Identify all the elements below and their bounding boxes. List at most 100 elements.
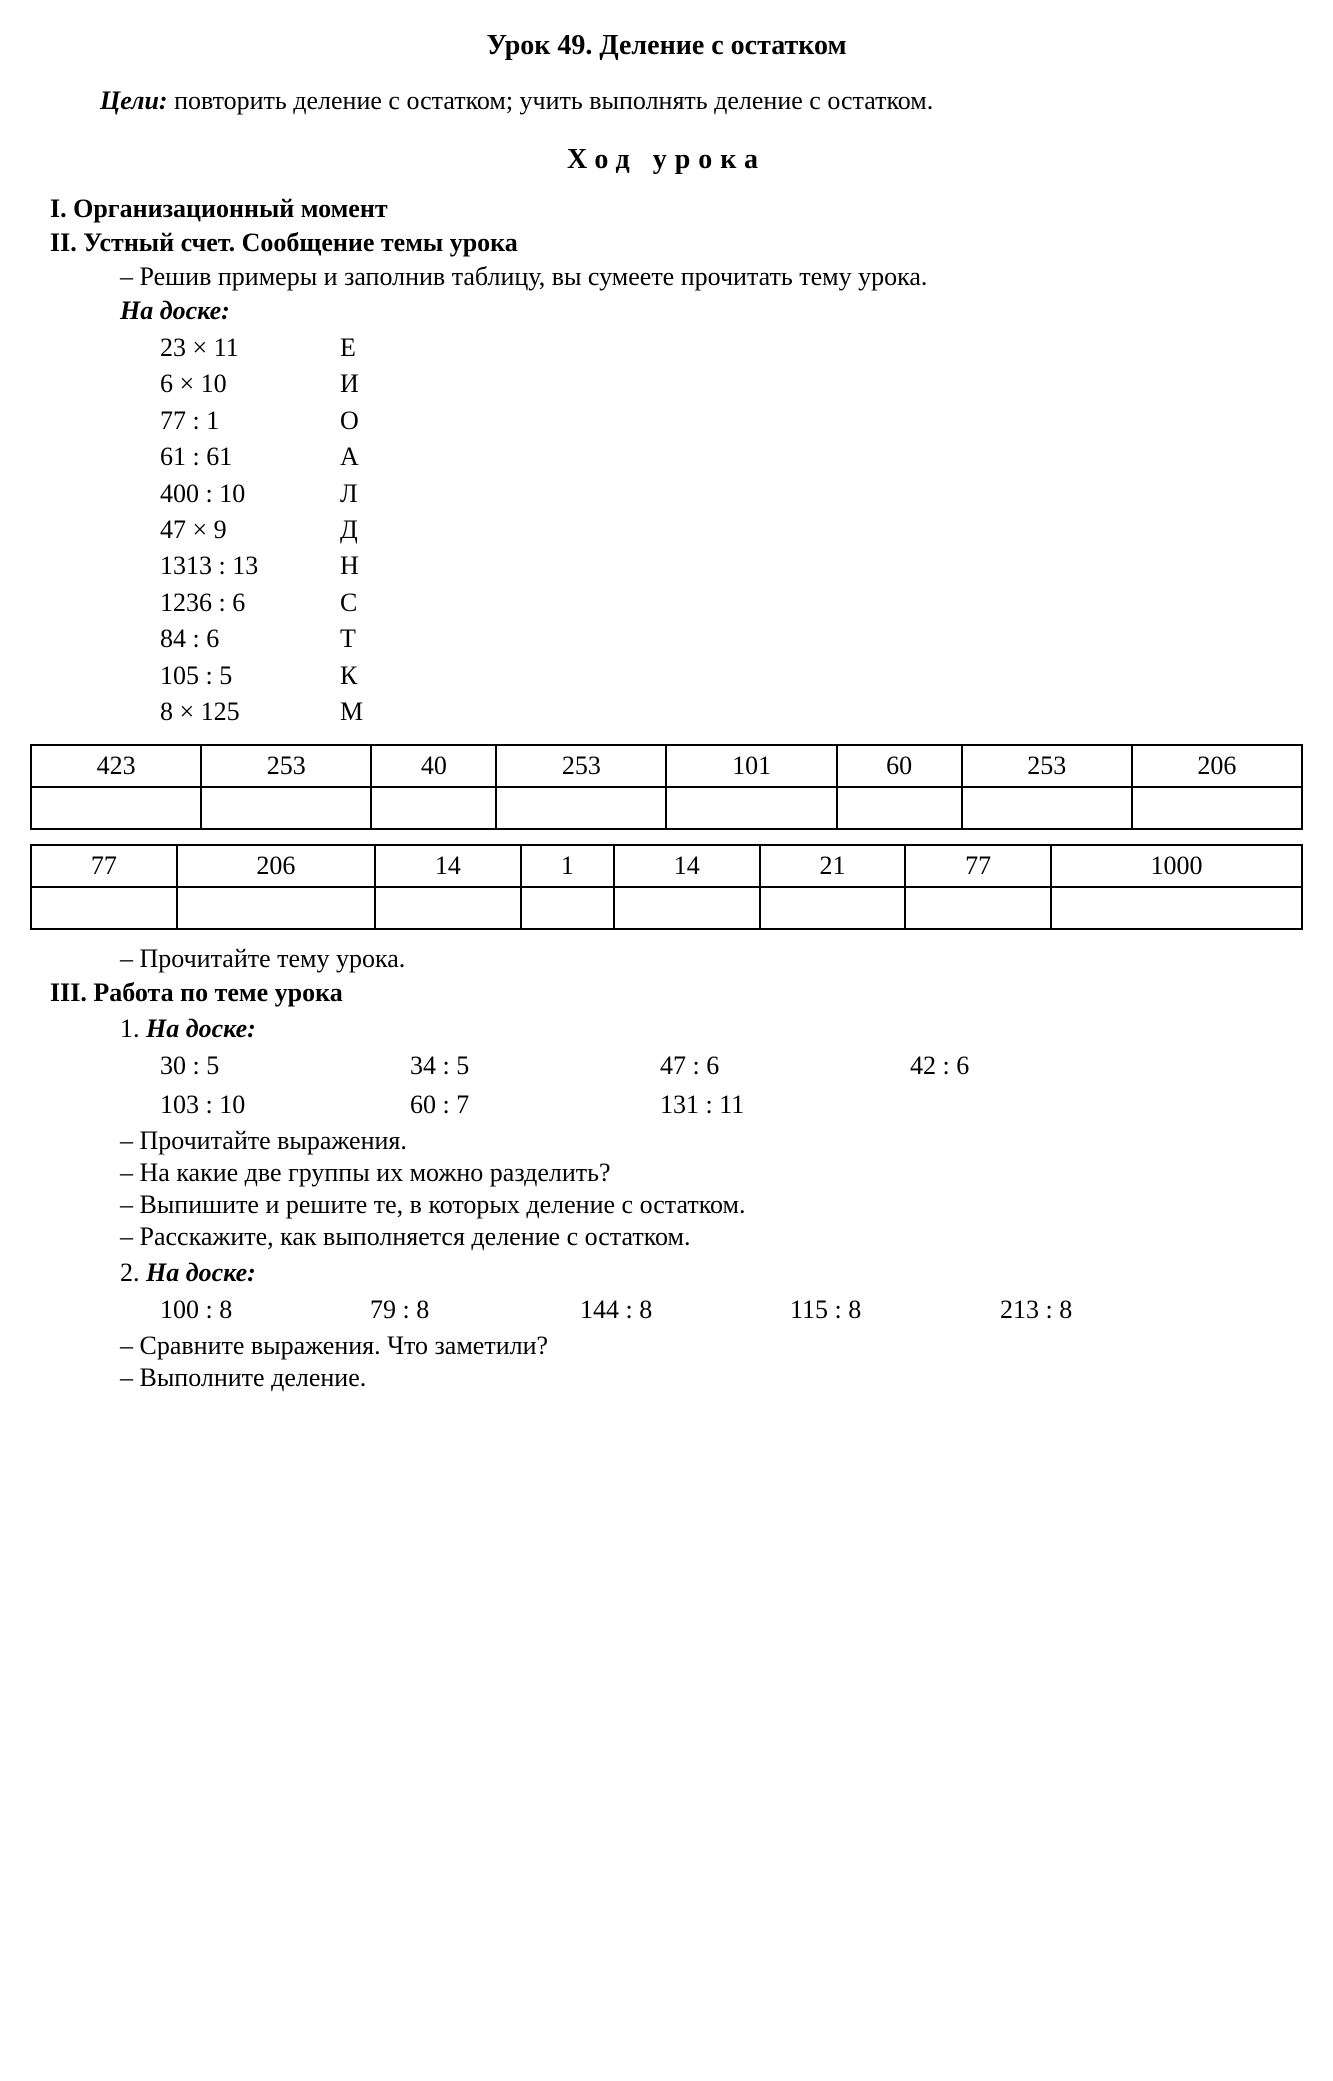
table-cell: 253 (201, 745, 371, 787)
table-cell: 253 (496, 745, 666, 787)
expression-grid-1: 30 : 534 : 547 : 642 : 6103 : 1060 : 713… (160, 1046, 1313, 1124)
list-item: Прочитайте выражения. (120, 1126, 1313, 1156)
expression-letter: Е (340, 330, 400, 366)
expression: 61 : 61 (160, 439, 340, 475)
table-cell: 101 (666, 745, 836, 787)
list-item: На какие две группы их можно разделить? (120, 1158, 1313, 1188)
section-2-heading: II. Устный счет. Сообщение темы урока (50, 228, 1313, 258)
table-cell: 253 (962, 745, 1132, 787)
expression-cell: 103 : 10 (160, 1085, 410, 1124)
goals-label: Цели: (100, 86, 168, 115)
expression: 47 × 9 (160, 512, 340, 548)
table-cell: 77 (31, 845, 177, 887)
section-2-item: Решив примеры и заполнив таблицу, вы сум… (120, 262, 1313, 292)
expression-cell: 100 : 8 (160, 1290, 370, 1329)
answer-table-2: 772061411421771000 (30, 844, 1303, 930)
table-cell: 14 (375, 845, 521, 887)
list-item: Выпишите и решите те, в которых деление … (120, 1190, 1313, 1220)
expression-row: 77 : 1О (160, 403, 1313, 439)
table-cell: 60 (837, 745, 962, 787)
expression-cell: 115 : 8 (790, 1290, 1000, 1329)
expression: 400 : 10 (160, 476, 340, 512)
expression-letter: Д (340, 512, 400, 548)
task-number: 1. (120, 1014, 146, 1043)
table-cell-empty (521, 887, 614, 929)
expression-list: 23 × 11Е6 × 10И77 : 1О61 : 61А400 : 10Л4… (160, 330, 1313, 730)
expression-row: 1313 : 13Н (160, 548, 1313, 584)
section-2-item: Прочитайте тему урока. (120, 944, 1313, 974)
table-cell-empty (1132, 787, 1302, 829)
expression: 6 × 10 (160, 366, 340, 402)
expression-grid-row: 103 : 1060 : 7131 : 11 (160, 1085, 1313, 1124)
task-number: 2. (120, 1258, 146, 1287)
expression-cell: 79 : 8 (370, 1290, 580, 1329)
table-cell: 423 (31, 745, 201, 787)
list-item: Выполните деление. (120, 1363, 1313, 1393)
expression: 23 × 11 (160, 330, 340, 366)
table-cell: 21 (760, 845, 906, 887)
page-title: Урок 49. Деление с остатком (20, 30, 1313, 62)
section-1-heading: I. Организационный момент (50, 194, 1313, 224)
expression-cell: 60 : 7 (410, 1085, 660, 1124)
expression-cell: 213 : 8 (1000, 1290, 1210, 1329)
expression-letter: К (340, 658, 400, 694)
table-cell-empty (31, 787, 201, 829)
expression-cell: 47 : 6 (660, 1046, 910, 1085)
table-cell-empty (371, 787, 496, 829)
expression-cell: 144 : 8 (580, 1290, 790, 1329)
table-cell-empty (837, 787, 962, 829)
expression-letter: О (340, 403, 400, 439)
task-1-label: 1. На доске: (120, 1014, 1313, 1044)
expression-cell: 34 : 5 (410, 1046, 660, 1085)
table-cell: 77 (905, 845, 1051, 887)
expression-grid-row: 100 : 879 : 8144 : 8115 : 8213 : 8 (160, 1290, 1313, 1329)
table-cell-empty (201, 787, 371, 829)
answer-table-1: 4232534025310160253206 (30, 744, 1303, 830)
table-cell-empty (666, 787, 836, 829)
board-label: На доске: (120, 296, 1313, 326)
progress-title: Ход урока (20, 144, 1313, 176)
table-cell: 1 (521, 845, 614, 887)
list-item: Расскажите, как выполняется деление с ос… (120, 1222, 1313, 1252)
expression-grid-2: 100 : 879 : 8144 : 8115 : 8213 : 8 (160, 1290, 1313, 1329)
table-cell-empty (760, 887, 906, 929)
table-cell: 40 (371, 745, 496, 787)
expression-cell (910, 1085, 1160, 1124)
expression-row: 1236 : 6С (160, 585, 1313, 621)
table-cell-empty (905, 887, 1051, 929)
expression-letter: С (340, 585, 400, 621)
expression-row: 400 : 10Л (160, 476, 1313, 512)
table-cell-empty (31, 887, 177, 929)
table-cell-empty (614, 887, 760, 929)
table-cell-empty (177, 887, 375, 929)
expression-letter: М (340, 694, 400, 730)
expression-cell: 42 : 6 (910, 1046, 1160, 1085)
table-cell-empty (375, 887, 521, 929)
expression: 8 × 125 (160, 694, 340, 730)
section-3-heading: III. Работа по теме урока (50, 978, 1313, 1008)
expression-letter: Л (340, 476, 400, 512)
expression-row: 6 × 10И (160, 366, 1313, 402)
table-cell-empty (1051, 887, 1302, 929)
table-cell: 206 (177, 845, 375, 887)
expression-row: 105 : 5К (160, 658, 1313, 694)
board-label: На доске: (146, 1014, 256, 1043)
expression-letter: А (340, 439, 400, 475)
expression-row: 61 : 61А (160, 439, 1313, 475)
expression: 105 : 5 (160, 658, 340, 694)
expression: 1236 : 6 (160, 585, 340, 621)
goals-paragraph: Цели: повторить деление с остатком; учит… (60, 86, 1273, 116)
expression-letter: Н (340, 548, 400, 584)
expression: 77 : 1 (160, 403, 340, 439)
expression-row: 47 × 9Д (160, 512, 1313, 548)
task-2-label: 2. На доске: (120, 1258, 1313, 1288)
expression-row: 8 × 125М (160, 694, 1313, 730)
table-cell: 206 (1132, 745, 1302, 787)
goals-text: повторить деление с остатком; учить выпо… (168, 86, 934, 115)
expression: 84 : 6 (160, 621, 340, 657)
table-cell: 14 (614, 845, 760, 887)
table-cell-empty (962, 787, 1132, 829)
table-cell-empty (496, 787, 666, 829)
expression-letter: Т (340, 621, 400, 657)
expression: 1313 : 13 (160, 548, 340, 584)
